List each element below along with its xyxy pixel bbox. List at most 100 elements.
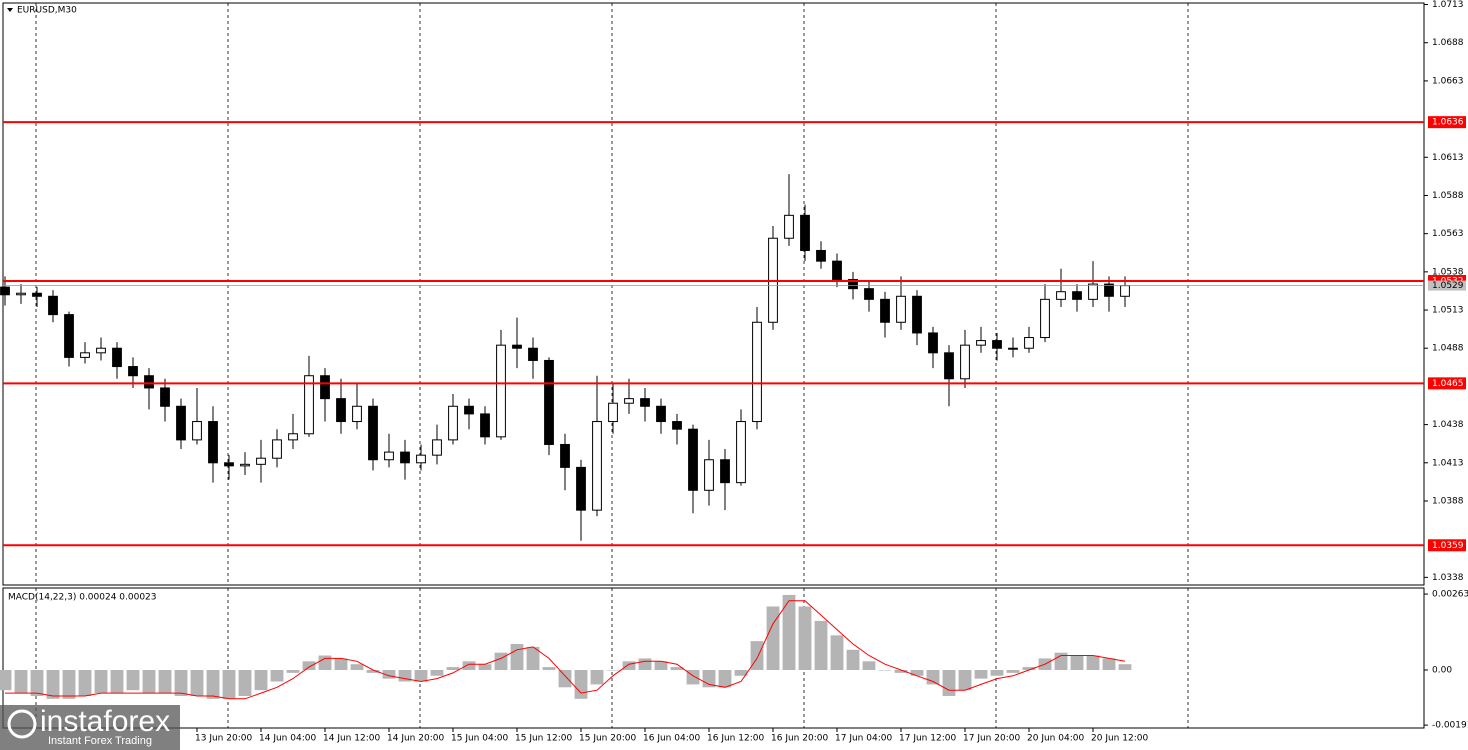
candle-body: [800, 214, 810, 251]
last-price-bg: [1428, 280, 1466, 291]
macd-bar: [142, 669, 156, 694]
candle-body: [848, 278, 858, 290]
candle-body: [736, 421, 746, 484]
symbol-arrow: [7, 8, 13, 12]
macd-bar: [206, 669, 220, 699]
macd-bar: [382, 669, 396, 679]
macd-bar: [222, 669, 236, 699]
macd-label: MACD(14,22,3) 0.00024 0.00023: [8, 593, 157, 603]
level-label: 1.0465: [1432, 379, 1464, 389]
macd-bar: [878, 669, 892, 671]
candle-body: [640, 398, 650, 407]
macd-bar: [510, 644, 524, 670]
candle-body: [16, 292, 26, 296]
x-tick-label: 15 Jun 12:00: [515, 734, 572, 744]
candle-body: [784, 214, 794, 239]
candle-body: [448, 405, 458, 441]
x-tick-label: 14 Jun 04:00: [259, 734, 316, 744]
candle-body: [672, 421, 682, 430]
macd-bar: [654, 661, 668, 670]
level-label-bg: [1428, 116, 1466, 129]
y-tick-label: 1.0563: [1432, 229, 1464, 239]
candle-body: [816, 249, 826, 262]
candle-body: [1056, 291, 1066, 300]
y-tick-label: 1.0688: [1432, 38, 1464, 48]
macd-bar: [126, 669, 140, 691]
level-label-bg: [1428, 539, 1466, 552]
candle-body: [560, 443, 570, 468]
macd-bar: [974, 669, 988, 679]
macd-bar: [30, 669, 44, 696]
x-tick-label: 14 Jun 20:00: [387, 734, 444, 744]
x-tick-label: 16 Jun 12:00: [707, 734, 764, 744]
chart-title: EURUSD,M30: [17, 6, 77, 16]
candle-body: [912, 295, 922, 334]
macd-bar: [1022, 667, 1036, 670]
y-tick-label: 1.0513: [1432, 306, 1464, 316]
y-tick-label: 1.0713: [1432, 0, 1464, 10]
candle-body: [528, 347, 538, 361]
x-tick-label: 17 Jun 20:00: [963, 734, 1020, 744]
candle-body: [368, 405, 378, 461]
macd-bar: [46, 669, 60, 699]
candle-body: [1104, 283, 1114, 297]
last-price-label: 1.0529: [1432, 281, 1464, 291]
candle-body: [928, 332, 938, 354]
y-tick-label: 1.0438: [1432, 420, 1464, 430]
candle-body: [432, 439, 442, 456]
x-tick-label: 20 Jun 12:00: [1091, 734, 1148, 744]
candle-body: [1008, 347, 1018, 350]
macd-bar: [174, 669, 188, 696]
candle-body: [1088, 283, 1098, 300]
macd-bar: [334, 658, 348, 670]
macd-bar: [718, 669, 732, 688]
candle-body: [64, 314, 74, 358]
macd-bar: [926, 669, 940, 685]
macd-bar: [798, 606, 812, 670]
y-tick-label: 1.0663: [1432, 76, 1464, 86]
x-tick-label: 17 Jun 04:00: [835, 734, 892, 744]
candle-body: [80, 352, 90, 358]
level-label-bg: [1428, 377, 1466, 390]
macd-bar: [302, 661, 316, 670]
y-tick-label: 1.0488: [1432, 344, 1464, 354]
candle-body: [880, 298, 890, 323]
candle-body: [1024, 337, 1034, 349]
macd-bar: [430, 669, 444, 676]
candle-body: [592, 421, 602, 511]
candle-body: [240, 463, 250, 467]
macd-bar: [734, 669, 748, 676]
macd-bar: [270, 669, 284, 682]
candle-body: [352, 405, 362, 423]
watermark-tagline: Instant Forex Trading: [48, 735, 152, 747]
candle-body: [32, 292, 42, 297]
candle-body: [656, 405, 666, 423]
macd-bar: [910, 669, 924, 676]
macd-bar: [606, 669, 620, 671]
candle-body: [112, 347, 122, 368]
macd-bar: [14, 669, 28, 694]
macd-bar: [766, 606, 780, 670]
macd-bar: [190, 669, 204, 696]
macd-bar: [830, 635, 844, 670]
candle-body: [48, 295, 58, 316]
candle-body: [832, 260, 842, 280]
candle-body: [1120, 285, 1130, 297]
candle-body: [320, 375, 330, 400]
x-tick-label: 14 Jun 12:00: [323, 734, 380, 744]
candle-body: [544, 359, 554, 445]
y-tick-label: 1.0338: [1432, 573, 1464, 583]
macd-bar: [574, 669, 588, 699]
candle-body: [336, 398, 346, 423]
macd-bar: [238, 669, 252, 696]
price-frame: [2, 2, 1425, 586]
candle-body: [96, 347, 106, 354]
macd-bar: [942, 669, 956, 696]
candle-body: [688, 428, 698, 491]
candle-body: [608, 402, 618, 423]
candle-body: [1040, 298, 1050, 339]
macd-bar: [414, 669, 428, 682]
grid-layer: [35, 3, 1428, 732]
macd-bar: [1086, 655, 1100, 670]
